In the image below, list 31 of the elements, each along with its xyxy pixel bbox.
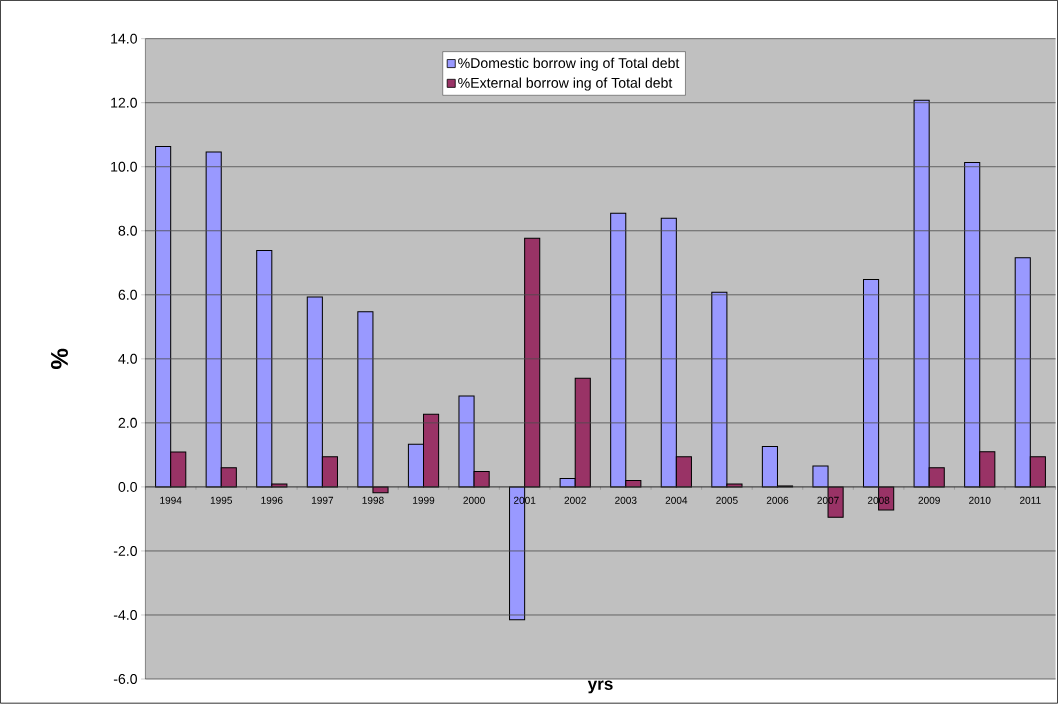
x-tick-label: 2002 bbox=[564, 496, 586, 505]
x-tick-label: 1999 bbox=[413, 496, 435, 505]
y-tick-label: -2.0 bbox=[113, 546, 137, 557]
y-tick-label: 4.0 bbox=[118, 354, 137, 365]
y-axis-title: % bbox=[50, 348, 68, 370]
x-tick-label: 2006 bbox=[766, 496, 789, 505]
x-tick-label: 2008 bbox=[867, 496, 890, 505]
y-tick-label: -6.0 bbox=[113, 674, 137, 685]
legend-label: %Domestic borrow ing of Total debt bbox=[458, 57, 680, 72]
y-tick-label: 6.0 bbox=[118, 290, 137, 300]
x-tick-label: 1996 bbox=[261, 496, 283, 505]
x-tick-label: 1997 bbox=[311, 496, 334, 505]
y-tick-label: 8.0 bbox=[118, 225, 137, 236]
y-tick-label: 2.0 bbox=[118, 418, 137, 429]
y-tick-label: -4.0 bbox=[113, 610, 137, 621]
x-tick-label: 2004 bbox=[665, 496, 688, 505]
y-tick-label: 14.0 bbox=[111, 33, 137, 44]
x-tick-label: 1994 bbox=[160, 496, 182, 505]
x-axis-title: yrs bbox=[587, 680, 613, 694]
legend-label: %External borrow ing of Total debt bbox=[458, 77, 673, 91]
y-tick-label: 10.0 bbox=[111, 161, 137, 172]
y-tick-label: 12.0 bbox=[111, 97, 137, 108]
x-tick-label: 1995 bbox=[210, 496, 233, 505]
x-tick-label: 2010 bbox=[969, 496, 991, 505]
x-tick-label: 2009 bbox=[918, 496, 940, 505]
x-tick-label: 2003 bbox=[615, 496, 637, 505]
x-tick-label: 2011 bbox=[1019, 496, 1041, 505]
x-tick-label: 2005 bbox=[716, 496, 738, 505]
x-tick-label: 2000 bbox=[463, 496, 485, 505]
y-tick-label: 0.0 bbox=[118, 482, 137, 493]
x-tick-label: 1998 bbox=[362, 496, 384, 505]
